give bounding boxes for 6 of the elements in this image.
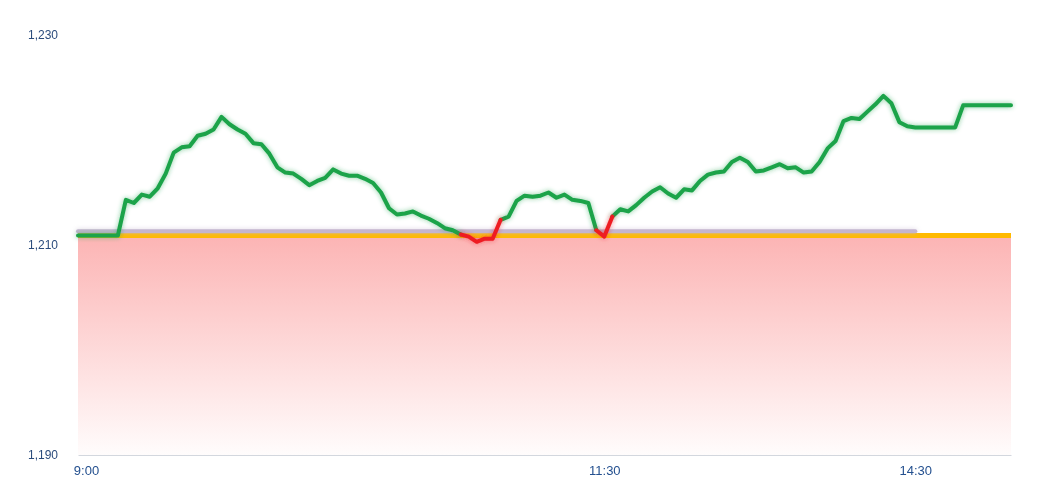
x-tick-label: 11:30: [589, 463, 621, 479]
y-tick-label: 1,210: [27, 238, 59, 253]
x-tick-label: 9:00: [73, 463, 100, 479]
x-tick-label: 14:30: [899, 463, 933, 479]
y-tick-label: 1,190: [27, 448, 59, 463]
y-tick-label: 1,230: [27, 28, 59, 43]
